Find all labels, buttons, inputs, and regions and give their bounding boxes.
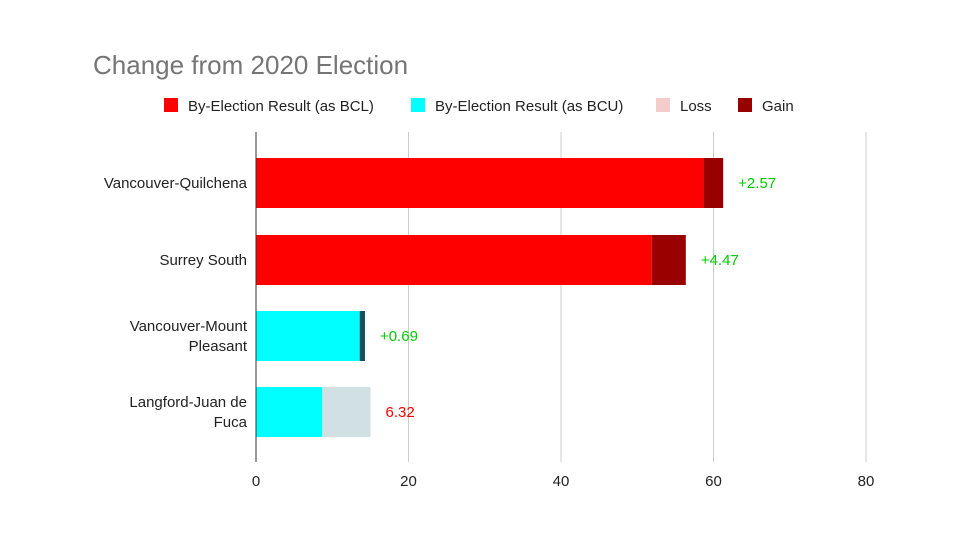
bar-change (322, 387, 371, 437)
data-label: +0.69 (380, 328, 418, 345)
legend-label: Gain (762, 98, 794, 115)
category-label: Vancouver-Mount Pleasant (130, 318, 248, 355)
bar-base (256, 158, 704, 208)
legend-item: By-Election Result (as BCU) (411, 98, 623, 115)
legend-item: Loss (656, 98, 712, 115)
bar-base (256, 387, 323, 437)
category-label: Langford-Juan de Fuca (129, 394, 247, 431)
tick-label: 0 (252, 473, 260, 490)
data-label: +4.47 (701, 252, 739, 269)
bar-change (703, 158, 724, 208)
data-label: +2.57 (738, 175, 776, 192)
category-label: Surrey South (159, 252, 247, 269)
bar-change (359, 311, 365, 361)
tick-label: 20 (400, 473, 417, 490)
chart-legend: By-Election Result (as BCL) By-Election R… (164, 98, 794, 115)
legend-label: Loss (680, 98, 712, 115)
tick-label: 40 (553, 473, 570, 490)
data-label: 6.32 (386, 404, 415, 421)
bar-change (651, 235, 686, 285)
legend-label: By-Election Result (as BCU) (435, 98, 623, 115)
legend-label: By-Election Result (as BCL) (188, 98, 374, 115)
legend-swatch (164, 98, 178, 112)
category-label: Vancouver-Quilchena (104, 175, 248, 192)
legend-swatch (656, 98, 670, 112)
tick-label: 80 (858, 473, 875, 490)
x-axis-ticks: 0 20 40 60 80 (252, 473, 875, 490)
category-labels: Vancouver-Quilchena Surrey South Vancouver… (104, 175, 248, 431)
legend-item: Gain (738, 98, 794, 115)
chart-bars (256, 158, 724, 437)
legend-swatch (738, 98, 752, 112)
legend-swatch (411, 98, 425, 112)
bar-base (256, 235, 652, 285)
data-labels: +2.57 +4.47 +0.69 6.32 (380, 175, 776, 421)
bar-base (256, 311, 360, 361)
legend-item: By-Election Result (as BCL) (164, 98, 374, 115)
chart-title: Change from 2020 Election (93, 50, 408, 80)
tick-label: 60 (705, 473, 722, 490)
